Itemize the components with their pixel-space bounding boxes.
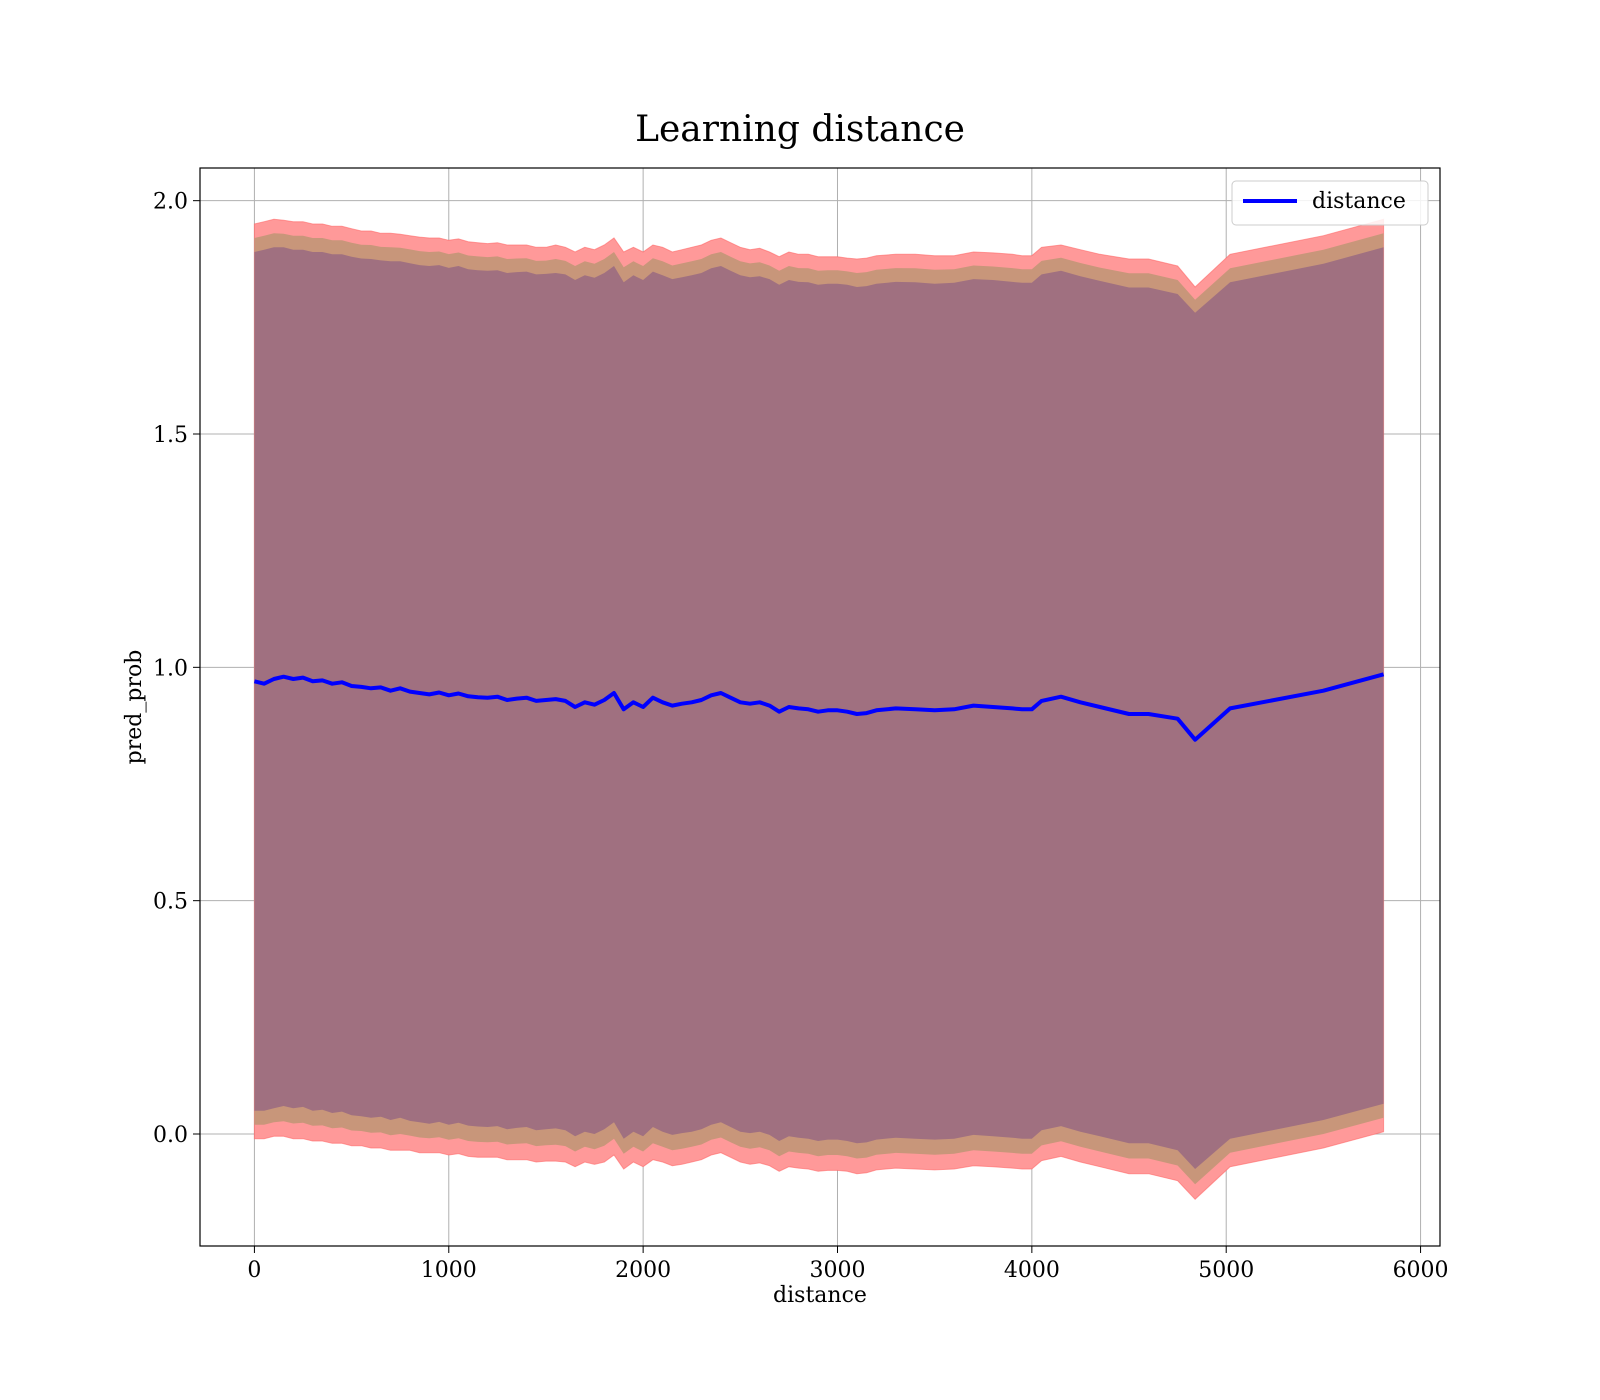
plot-frame: [199, 167, 1441, 1247]
series-line-distance: [253, 672, 1385, 742]
x-tick-label: 5000: [1198, 1258, 1254, 1283]
y-tick-label: 0.5: [153, 890, 188, 915]
series-lines: [253, 672, 1385, 742]
x-tick-label: 3000: [809, 1258, 865, 1283]
y-axis-label: pred_prob: [122, 650, 147, 765]
legend: distance: [1231, 180, 1429, 226]
y-tick-label: 0.0: [153, 1123, 188, 1148]
confidence-bands: [253, 218, 1385, 1201]
x-tick-label: 4000: [1004, 1258, 1060, 1283]
x-tick-label: 2000: [615, 1258, 671, 1283]
inner-band: [254, 247, 1384, 1170]
legend-box: [1231, 180, 1429, 226]
y-axis-ticks: 0.0 0.5 1.0 1.5 2.0: [153, 190, 200, 1148]
x-tick-label: 0: [247, 1258, 261, 1283]
y-tick-label: 2.0: [153, 190, 188, 215]
x-tick-label: 6000: [1393, 1258, 1449, 1283]
y-tick-label: 1.5: [153, 423, 188, 448]
y-tick-label: 1.0: [153, 656, 188, 681]
x-axis-label: distance: [773, 1283, 867, 1308]
x-axis-ticks: 0 1000 2000 3000 4000 5000 6000: [247, 1246, 1449, 1283]
x-tick-label: 1000: [421, 1258, 477, 1283]
chart-title: Learning distance: [635, 109, 965, 150]
legend-label-distance: distance: [1312, 189, 1406, 214]
